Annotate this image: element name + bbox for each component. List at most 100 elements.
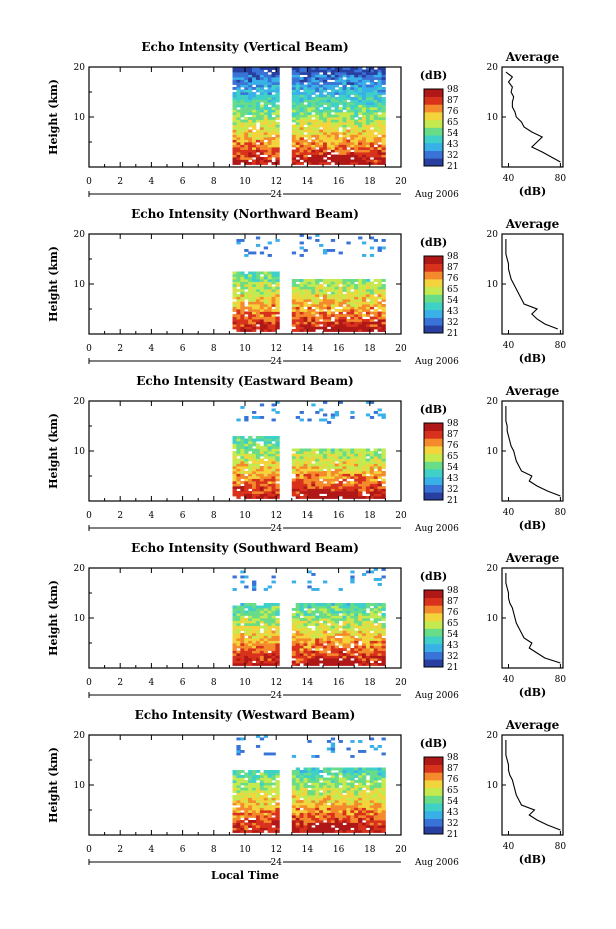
heatmap-cell — [323, 795, 328, 798]
heatmap-cell — [315, 154, 320, 158]
heatmap-cell — [236, 284, 241, 287]
heatmap-cell — [342, 605, 347, 609]
heatmap-cell — [299, 802, 304, 806]
heatmap-cell — [319, 114, 324, 118]
heatmap-cell — [365, 89, 371, 93]
heatmap-cell — [248, 122, 253, 125]
heatmap-cell — [232, 772, 237, 776]
heatmap-cell — [350, 67, 355, 70]
heatmap-cell — [373, 316, 378, 320]
heatmap-cell — [240, 613, 245, 616]
heatmap-cell — [255, 236, 261, 240]
heatmap-cell — [373, 486, 378, 489]
heatmap-cell — [365, 630, 371, 634]
heatmap-cell — [373, 775, 378, 778]
heatmap-cell — [263, 448, 269, 452]
heatmap-cell — [236, 623, 241, 626]
colorbar-swatch — [424, 325, 443, 334]
heatmap-cell — [319, 309, 324, 312]
heatmap-cell — [330, 802, 336, 806]
heatmap-cell — [252, 134, 257, 138]
heatmap-cell — [267, 147, 272, 150]
heatmap-cell — [334, 623, 339, 626]
heatmap-cell — [267, 127, 272, 130]
heatmap-cell — [252, 830, 257, 833]
heatmap-cell — [354, 458, 359, 462]
heatmap-cell — [338, 605, 343, 609]
heatmap-cell — [358, 299, 363, 302]
heatmap-cell — [236, 114, 241, 118]
heatmap-cell — [252, 481, 257, 484]
heatmap-cell — [346, 329, 351, 332]
x-tick-label: 12 — [270, 511, 281, 521]
heatmap-cell — [342, 281, 347, 285]
heatmap-cell — [358, 638, 363, 641]
heatmap-cell — [377, 289, 382, 292]
heatmap-cell — [350, 468, 355, 472]
heatmap-cell — [259, 785, 265, 788]
heatmap-cell — [259, 790, 265, 793]
heatmap-cell — [315, 299, 320, 302]
heatmap-cell — [299, 254, 304, 257]
heatmap-cell — [342, 797, 347, 801]
heatmap-cell — [263, 94, 269, 98]
heatmap-cell — [307, 319, 312, 322]
heatmap-cell — [358, 99, 363, 103]
heatmap-cell — [259, 316, 265, 320]
heatmap-cell — [295, 159, 300, 163]
heatmap-cell — [326, 316, 332, 320]
heatmap-cell — [303, 787, 308, 791]
heatmap-cell — [291, 463, 297, 467]
heatmap-cell — [369, 304, 375, 307]
heatmap-cell — [295, 802, 300, 806]
heatmap-cell — [369, 152, 375, 155]
heatmap-cell — [342, 643, 347, 646]
heatmap-cell — [248, 137, 253, 140]
heatmap-cell — [259, 286, 265, 290]
heatmap-cell — [315, 77, 320, 80]
heatmap-cell — [263, 772, 269, 776]
heatmap-cell — [252, 443, 257, 447]
heatmap-cell — [236, 825, 241, 828]
heatmap-cell — [334, 663, 339, 666]
heatmap-cell — [334, 139, 339, 143]
heatmap-cell — [275, 107, 280, 110]
heatmap-cell — [369, 827, 375, 831]
heatmap-cell — [267, 790, 272, 793]
heatmap-cell — [311, 109, 316, 113]
heatmap-cell — [275, 92, 280, 95]
heatmap-cell — [354, 608, 359, 611]
day-label: 24 — [270, 524, 282, 534]
heatmap-cell — [326, 795, 332, 798]
heatmap-cell — [319, 453, 324, 457]
heatmap-cell — [271, 122, 276, 125]
heatmap-cell — [326, 92, 332, 95]
heatmap-cell — [259, 481, 265, 484]
heatmap-cell — [315, 411, 320, 414]
heatmap-cell — [252, 306, 257, 310]
heatmap-cell — [323, 77, 328, 80]
heatmap-cell — [259, 663, 265, 666]
heatmap-cell — [299, 481, 304, 484]
heatmap-cell — [354, 134, 359, 138]
heatmap-cell — [330, 89, 336, 93]
heatmap-cell — [365, 296, 371, 300]
heatmap-cell — [326, 119, 332, 123]
heatmap-cell — [244, 830, 249, 833]
heatmap-cell — [232, 82, 237, 85]
heatmap-cell — [271, 812, 276, 816]
heatmap-cell — [299, 655, 304, 659]
heatmap-cell — [244, 810, 249, 813]
heatmap-cell — [299, 775, 304, 778]
heatmap-cell — [311, 129, 316, 133]
heatmap-cell — [291, 777, 297, 781]
heatmap-cell — [334, 319, 339, 322]
heatmap-cell — [346, 456, 351, 459]
heatmap-cell — [358, 772, 363, 776]
heatmap-cell — [350, 84, 355, 88]
heatmap-cell — [326, 152, 332, 155]
heatmap-cell — [334, 633, 339, 636]
heatmap-cell — [263, 124, 269, 128]
heatmap-cell — [244, 785, 249, 788]
heatmap-cell — [307, 326, 312, 330]
